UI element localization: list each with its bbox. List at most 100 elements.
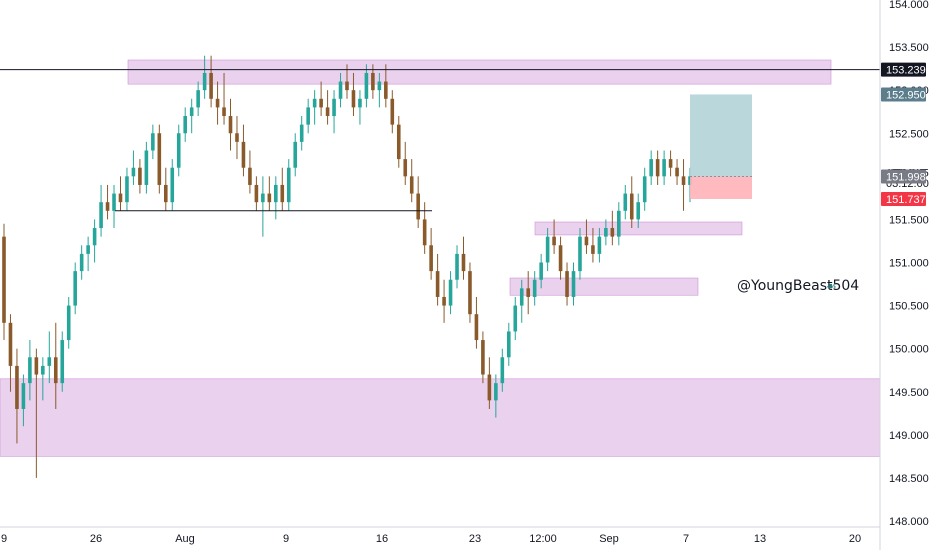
candle	[552, 219, 556, 254]
x-tick-label: Aug	[175, 533, 195, 545]
candle	[358, 90, 362, 125]
candle	[261, 176, 265, 237]
candle	[170, 159, 175, 211]
candle	[144, 141, 149, 194]
candle	[306, 98, 310, 134]
candle	[163, 167, 168, 211]
stop-zone[interactable]	[690, 176, 752, 199]
candle	[79, 245, 84, 280]
x-tick-label: 13	[754, 533, 766, 545]
y-tick-label: 149.500	[889, 387, 929, 399]
candle	[636, 193, 641, 229]
y-tick-label: 153.500	[889, 42, 929, 54]
price-badge[interactable]: 153.239	[881, 62, 926, 77]
candle	[241, 124, 246, 177]
candle	[681, 159, 686, 211]
candle	[86, 236, 90, 272]
x-tick-label: 9	[283, 533, 289, 545]
price-badge[interactable]: 151.998	[881, 169, 926, 184]
candle	[532, 271, 537, 306]
candle	[429, 228, 433, 280]
candle	[157, 124, 162, 194]
candle	[112, 184, 116, 229]
candle	[623, 184, 628, 220]
svg-text:151.737: 151.737	[886, 194, 926, 206]
price-badge[interactable]: 151.737	[881, 191, 926, 206]
price-axis[interactable]: 154.000153.500153.000152.500152.045151.5…	[879, 0, 929, 550]
y-tick-label: 149.000	[889, 430, 929, 442]
candle	[183, 107, 188, 142]
candle	[293, 133, 298, 177]
candle	[66, 296, 71, 349]
candle	[481, 331, 485, 384]
zones-layer	[0, 59, 881, 457]
candle	[286, 159, 291, 211]
candle	[319, 81, 323, 117]
candle	[578, 228, 582, 280]
candle	[675, 159, 679, 185]
candle	[21, 374, 26, 427]
candle	[487, 357, 492, 409]
candle	[655, 150, 660, 185]
candle	[442, 279, 446, 323]
y-tick-label: 151.000	[889, 258, 929, 270]
candle	[92, 219, 97, 263]
y-tick-label: 150.000	[889, 344, 929, 356]
candle	[209, 55, 213, 108]
x-tick-label: Sep	[599, 533, 619, 545]
demand-zone-bottom[interactable]	[0, 378, 881, 457]
candle	[338, 72, 343, 108]
zone-mid-2[interactable]	[509, 277, 699, 296]
candle	[649, 150, 653, 185]
candle	[131, 150, 136, 185]
candles-layer	[2, 55, 692, 478]
candle	[409, 159, 414, 203]
candle	[506, 322, 511, 366]
x-tick-label: 16	[376, 533, 388, 545]
candle	[189, 98, 194, 134]
candle	[364, 64, 369, 108]
candle	[235, 116, 239, 160]
candle	[604, 219, 608, 246]
candle	[642, 167, 647, 211]
candle	[228, 98, 233, 151]
candle	[118, 176, 123, 211]
x-tick-label: 20	[849, 533, 861, 545]
candle	[176, 124, 181, 177]
y-tick-label: 148.500	[889, 473, 929, 485]
candle	[455, 245, 459, 289]
candle	[422, 202, 427, 254]
candle	[571, 262, 576, 306]
candle	[60, 331, 65, 392]
candle	[254, 176, 259, 211]
target-zone[interactable]	[690, 94, 752, 177]
candle	[545, 228, 550, 272]
supply-zone-top[interactable]	[127, 59, 832, 85]
candle	[267, 176, 272, 211]
candle	[2, 223, 6, 341]
candle	[105, 184, 110, 220]
candle	[539, 253, 543, 289]
candle	[526, 271, 531, 315]
price-badge[interactable]: 152.950	[881, 87, 926, 102]
candle	[312, 90, 317, 125]
y-tick-label: 151.500	[889, 214, 929, 226]
watermark: @YoungBeast504 ☙	[737, 278, 859, 294]
candle	[390, 90, 395, 134]
candle	[558, 236, 563, 280]
candle	[494, 374, 498, 418]
candle	[196, 81, 200, 117]
candle	[248, 150, 252, 194]
x-tick-label: 9	[1, 533, 7, 545]
candle	[222, 72, 226, 125]
candle	[53, 322, 58, 409]
candle	[299, 116, 304, 151]
candle	[99, 184, 103, 237]
candle	[202, 55, 207, 99]
candle	[125, 167, 129, 211]
candle	[280, 167, 285, 211]
candle	[565, 262, 569, 306]
time-axis[interactable]: 9 26 Aug 9 16 23 12:00 Sep 7 13 20	[0, 526, 880, 545]
candle	[610, 210, 615, 246]
